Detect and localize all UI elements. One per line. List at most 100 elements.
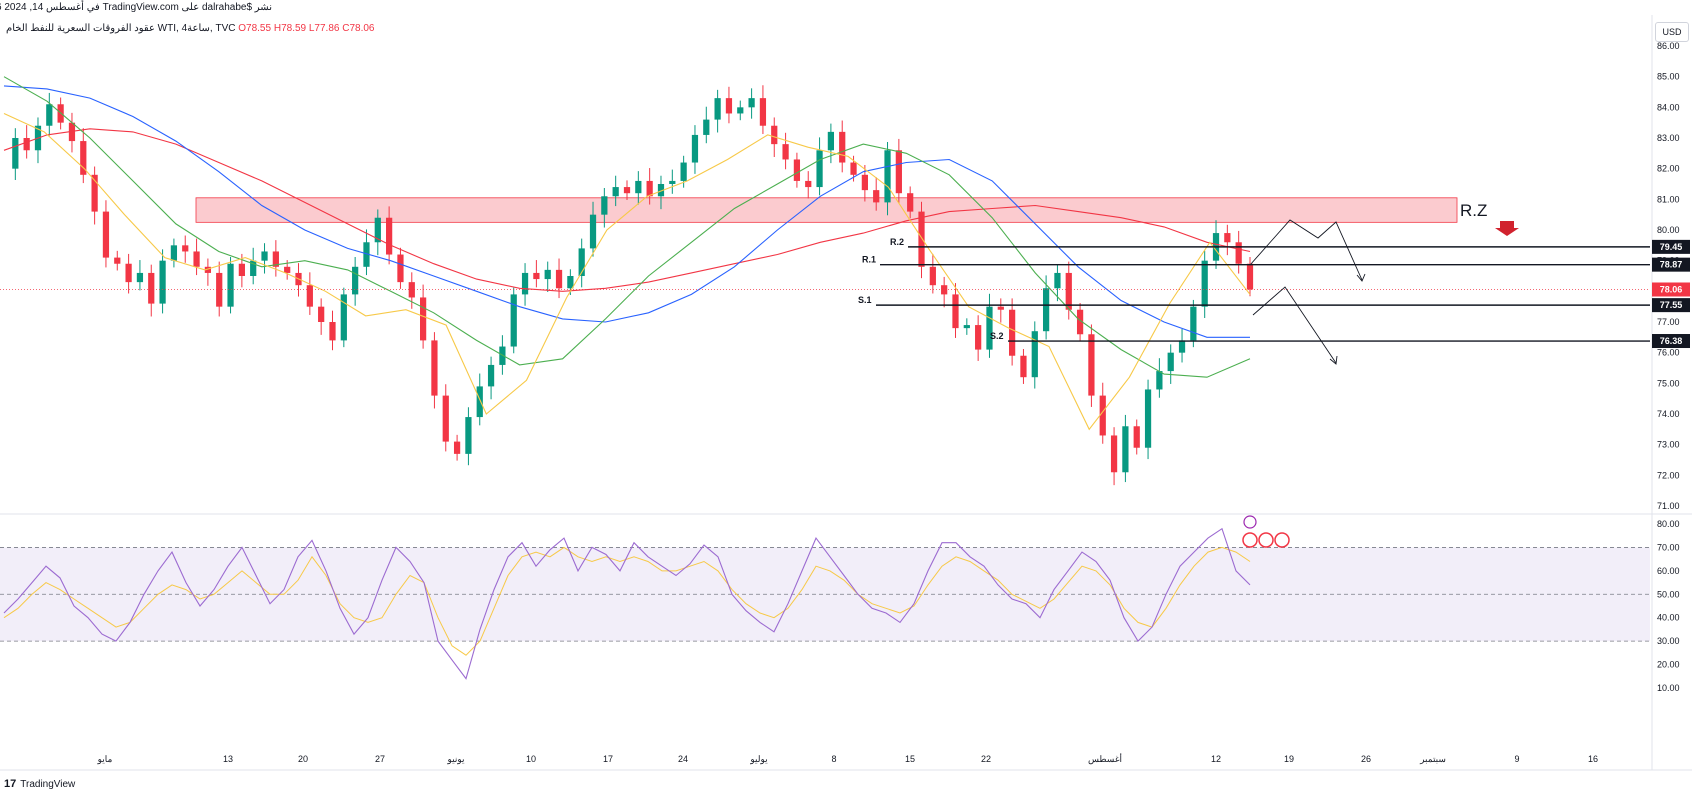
candle-body: [1042, 288, 1050, 332]
lightning-icon: [1243, 515, 1257, 529]
candle-body: [1110, 435, 1118, 473]
price-tick-label: 84.00: [1657, 102, 1680, 112]
candle-body: [1031, 331, 1038, 378]
candle-body: [1178, 340, 1186, 353]
candle-body: [771, 125, 778, 145]
symbol-info: عقود الفروقات السعرية للنفط الخام WTI, 4…: [6, 23, 375, 34]
candle-body: [170, 245, 178, 261]
candle-body: [963, 325, 970, 329]
candle-body: [1144, 389, 1152, 448]
candle-body: [850, 162, 857, 175]
level-price-tag-label: 79.45: [1660, 242, 1683, 252]
candle-body: [238, 263, 245, 276]
candle-body: [657, 184, 665, 197]
price-tick-label: 80.00: [1657, 225, 1680, 235]
time-tick-label: 27: [375, 754, 385, 764]
candle-body: [12, 138, 19, 169]
price-tick-label: 71.00: [1657, 501, 1680, 511]
candle-body: [510, 294, 517, 347]
moving-average-line: [3, 128, 1251, 292]
candle-body: [453, 441, 461, 454]
candle-body: [23, 138, 30, 151]
candle-body: [578, 248, 585, 276]
candle-body: [250, 260, 257, 276]
candle-body: [635, 180, 642, 194]
last-price-tag: [1652, 282, 1690, 297]
rsi-tick-label: 40.00: [1657, 613, 1680, 623]
candle-body: [148, 272, 155, 304]
candle-body: [873, 190, 880, 203]
candle-body: [1076, 309, 1084, 335]
publisher-line: نشر $dalrahabe على TradingView.com في أغ…: [0, 2, 272, 13]
candle-body: [442, 395, 449, 442]
candle-body: [340, 294, 347, 341]
candle-body: [1020, 355, 1027, 378]
candle-body: [816, 150, 823, 188]
candle-body: [1246, 263, 1254, 290]
candle-body: [1009, 309, 1016, 356]
candle-body: [102, 211, 110, 258]
candle-body: [533, 272, 540, 280]
level-price-tag: [1652, 239, 1690, 254]
price-tick-label: 75.00: [1657, 378, 1680, 388]
candle-body: [839, 131, 846, 163]
candle-body: [125, 263, 132, 283]
level-price-tag-label: 78.87: [1660, 260, 1683, 270]
level-label: R.1: [862, 255, 876, 265]
tradingview-logo[interactable]: 17 TradingView: [4, 778, 75, 790]
candle-body: [793, 159, 801, 181]
price-tick-label: 73.00: [1657, 440, 1680, 450]
candle-body: [363, 242, 370, 267]
candle-body: [895, 150, 902, 194]
candle-body: [714, 98, 721, 120]
symbol-name: عقود الفروقات السعرية للنفط الخام WTI, 4…: [6, 23, 236, 34]
candle-body: [1201, 260, 1208, 307]
rsi-tick-label: 30.00: [1657, 636, 1680, 646]
candle-body: [589, 214, 597, 249]
last-price-tag-label: 78.06: [1660, 284, 1683, 294]
candle-body: [182, 245, 189, 252]
candle-body: [805, 180, 812, 188]
candle-body: [1099, 395, 1106, 436]
candle-body: [136, 272, 144, 283]
candle-body: [669, 180, 676, 184]
rsi-tick-label: 50.00: [1657, 589, 1680, 599]
moving-average-line: [3, 76, 1251, 378]
time-tick-label: أغسطس: [1088, 752, 1122, 765]
candle-body: [521, 272, 529, 295]
candle-body: [318, 306, 325, 322]
price-tick-label: 82.00: [1657, 164, 1680, 174]
price-tick-label: 74.00: [1657, 409, 1680, 419]
candle-body: [907, 193, 914, 212]
candle-body: [204, 266, 212, 273]
ohlc-low: L77.86: [308, 23, 340, 34]
time-tick-label: 8: [831, 754, 836, 764]
time-tick-label: 26: [1361, 754, 1371, 764]
resistance-zone: [195, 197, 1458, 223]
candle-body: [941, 285, 948, 295]
rsi-tick-label: 10.00: [1657, 683, 1680, 693]
candle-body: [487, 364, 495, 387]
time-tick-label: 12: [1211, 754, 1221, 764]
resistance-zone-label: R.Z: [1460, 201, 1487, 220]
candle-body: [601, 196, 608, 215]
projection-arrow-head: [1356, 273, 1366, 282]
candle-body: [306, 285, 313, 307]
time-tick-label: مايو: [97, 754, 113, 765]
time-tick-label: 16: [1588, 754, 1598, 764]
candle-body: [782, 144, 789, 160]
time-tick-label: 17: [603, 754, 613, 764]
price-tick-label: 76.00: [1657, 348, 1680, 358]
candle-body: [646, 180, 653, 197]
currency-button[interactable]: USD: [1655, 22, 1689, 42]
candle-body: [748, 98, 755, 108]
flag-icon: [1242, 532, 1258, 548]
candle-body: [1167, 352, 1174, 372]
price-tick-label: 83.00: [1657, 133, 1680, 143]
time-tick-label: 9: [1514, 754, 1519, 764]
candle-body: [284, 266, 291, 273]
tradingview-logo-icon: 17: [4, 778, 17, 790]
logo-text: TradingView: [20, 778, 76, 790]
candle-body: [476, 386, 483, 418]
